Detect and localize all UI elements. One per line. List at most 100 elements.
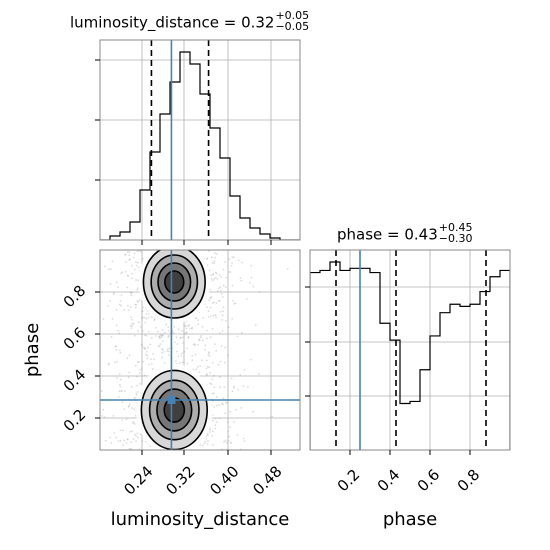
sample-point xyxy=(207,434,209,436)
sample-point xyxy=(210,278,213,280)
sample-point xyxy=(132,225,134,227)
sample-point xyxy=(123,309,125,311)
sample-point xyxy=(214,343,216,345)
sample-point xyxy=(147,228,149,230)
sample-point xyxy=(181,352,184,354)
sample-point xyxy=(179,337,182,339)
sample-point xyxy=(182,342,184,344)
sample-point xyxy=(231,284,234,287)
sample-point xyxy=(119,217,121,219)
sample-point xyxy=(162,351,165,353)
sample-point xyxy=(206,257,209,259)
sample-point xyxy=(155,327,157,329)
sample-point xyxy=(220,345,223,348)
sample-point xyxy=(167,336,170,338)
sample-point xyxy=(197,343,199,346)
sample-point xyxy=(192,224,194,226)
sample-point xyxy=(158,335,161,338)
sample-point xyxy=(173,235,175,237)
sample-point xyxy=(189,455,191,457)
sample-point xyxy=(153,222,155,224)
sample-point xyxy=(205,242,207,244)
sample-point xyxy=(222,284,225,287)
sample-point xyxy=(132,323,135,325)
sample-point xyxy=(185,332,188,335)
sample-point xyxy=(131,318,133,321)
sample-point xyxy=(135,279,137,281)
sample-point xyxy=(179,336,182,339)
sample-point xyxy=(142,346,145,349)
sample-point xyxy=(150,316,153,318)
sample-point xyxy=(230,219,232,221)
sample-point xyxy=(218,274,221,276)
sample-point xyxy=(173,325,176,328)
sample-point xyxy=(177,229,179,231)
sample-point xyxy=(174,246,176,248)
sample-point xyxy=(167,329,170,332)
sample-point xyxy=(128,403,131,406)
phase-x-tick: 0.4 xyxy=(374,466,404,496)
sample-point xyxy=(225,454,227,456)
sample-point xyxy=(156,485,158,487)
sample-point xyxy=(180,227,182,229)
sample-point xyxy=(139,382,141,385)
sample-point xyxy=(233,302,236,305)
sample-point xyxy=(212,273,215,276)
sample-point xyxy=(157,235,159,237)
sample-point xyxy=(217,287,220,290)
sample-point xyxy=(237,388,240,391)
sample-point xyxy=(136,361,139,364)
phase-title: phase = 0.43 +0.45 −0.30 xyxy=(337,221,473,245)
sample-point xyxy=(118,390,121,393)
sample-point xyxy=(130,407,133,410)
sample-point xyxy=(152,232,154,234)
sample-point xyxy=(117,329,120,332)
sample-point xyxy=(236,434,239,436)
sample-point xyxy=(164,238,166,240)
sample-point xyxy=(212,273,215,276)
sample-point xyxy=(210,315,212,317)
sample-point xyxy=(187,227,189,229)
sample-point xyxy=(118,332,121,335)
sample-point xyxy=(218,404,221,406)
sample-point xyxy=(161,244,163,246)
sample-point xyxy=(153,481,155,483)
axes-frame xyxy=(99,39,301,241)
sample-point xyxy=(199,244,201,246)
sample-point xyxy=(187,336,190,339)
sample-point xyxy=(147,316,150,319)
sample-point xyxy=(227,440,230,442)
sample-point xyxy=(206,306,208,309)
sample-point xyxy=(213,278,216,280)
sample-point xyxy=(110,335,113,338)
sample-point xyxy=(125,418,128,421)
sample-point xyxy=(120,272,122,275)
sample-point xyxy=(185,325,188,327)
sample-point xyxy=(156,330,159,333)
sample-point xyxy=(149,343,152,346)
sample-point xyxy=(136,458,138,460)
sample-point xyxy=(181,329,183,332)
sample-point xyxy=(172,246,174,248)
sample-point xyxy=(159,463,161,465)
sample-point xyxy=(167,350,170,353)
sample-point xyxy=(193,246,195,248)
sample-point xyxy=(167,247,169,249)
sample-point xyxy=(107,363,110,366)
sample-point xyxy=(206,258,209,260)
sample-point xyxy=(112,291,115,294)
sample-point xyxy=(150,242,152,244)
sample-point xyxy=(165,477,167,479)
sample-point xyxy=(174,360,177,363)
sample-point xyxy=(193,451,195,453)
sample-point xyxy=(221,243,223,245)
sample-point xyxy=(207,250,210,253)
sample-point xyxy=(199,473,201,475)
title-plus-error: +0.45 xyxy=(438,221,473,234)
sample-point xyxy=(204,211,206,213)
sample-point xyxy=(202,234,204,236)
sample-point xyxy=(83,451,85,453)
sample-point xyxy=(152,501,154,503)
phase-x-tick: 0.2 xyxy=(334,466,364,496)
sample-point xyxy=(203,442,206,445)
